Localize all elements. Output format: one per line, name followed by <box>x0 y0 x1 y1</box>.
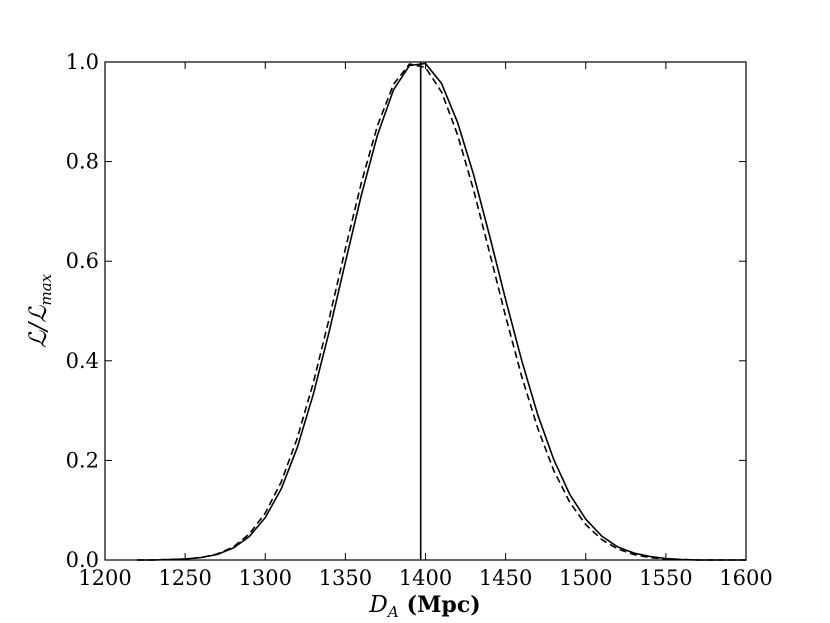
x-tick-labels: 1200 1250 1300 1350 1400 1450 1500 1550 1600 <box>78 566 772 590</box>
x-axis-unit: (Mpc) <box>407 592 481 618</box>
x-tick-label: 1450 <box>479 566 532 590</box>
y-tick-label: 0.2 <box>66 448 99 472</box>
x-tick-label: 1250 <box>158 566 211 590</box>
plot-area <box>105 62 746 560</box>
y-tick-labels: 0.0 0.2 0.4 0.6 0.8 1.0 <box>66 50 99 572</box>
x-tick-label: 1550 <box>639 566 692 590</box>
y-axis-title: ℒ/ℒmax <box>24 273 55 348</box>
plot-frame <box>104 61 747 561</box>
x-tick-label: 1300 <box>239 566 292 590</box>
x-axis-symbol: D <box>368 592 387 618</box>
y-axis-main: ℒ/ℒ <box>24 305 52 348</box>
x-axis-subscript: A <box>386 603 399 621</box>
y-tick-label: 0.6 <box>66 249 99 273</box>
y-tick-label: 1.0 <box>66 50 99 74</box>
x-tick-label: 1500 <box>559 566 612 590</box>
x-tick-label: 1600 <box>719 566 772 590</box>
dashed-likelihood-curve <box>137 63 746 561</box>
x-tick-label: 1200 <box>78 566 131 590</box>
y-tick-label: 0.0 <box>66 548 99 572</box>
x-tick-label: 1350 <box>319 566 372 590</box>
x-tick-label: 1400 <box>399 566 452 590</box>
y-axis-subscript: max <box>37 273 55 305</box>
y-tick-label: 0.8 <box>66 150 99 174</box>
series-layer <box>137 62 746 561</box>
y-tick-label: 0.4 <box>66 349 99 373</box>
solid-likelihood-curve <box>137 62 746 561</box>
x-axis-title: DA (Mpc) <box>368 592 480 621</box>
